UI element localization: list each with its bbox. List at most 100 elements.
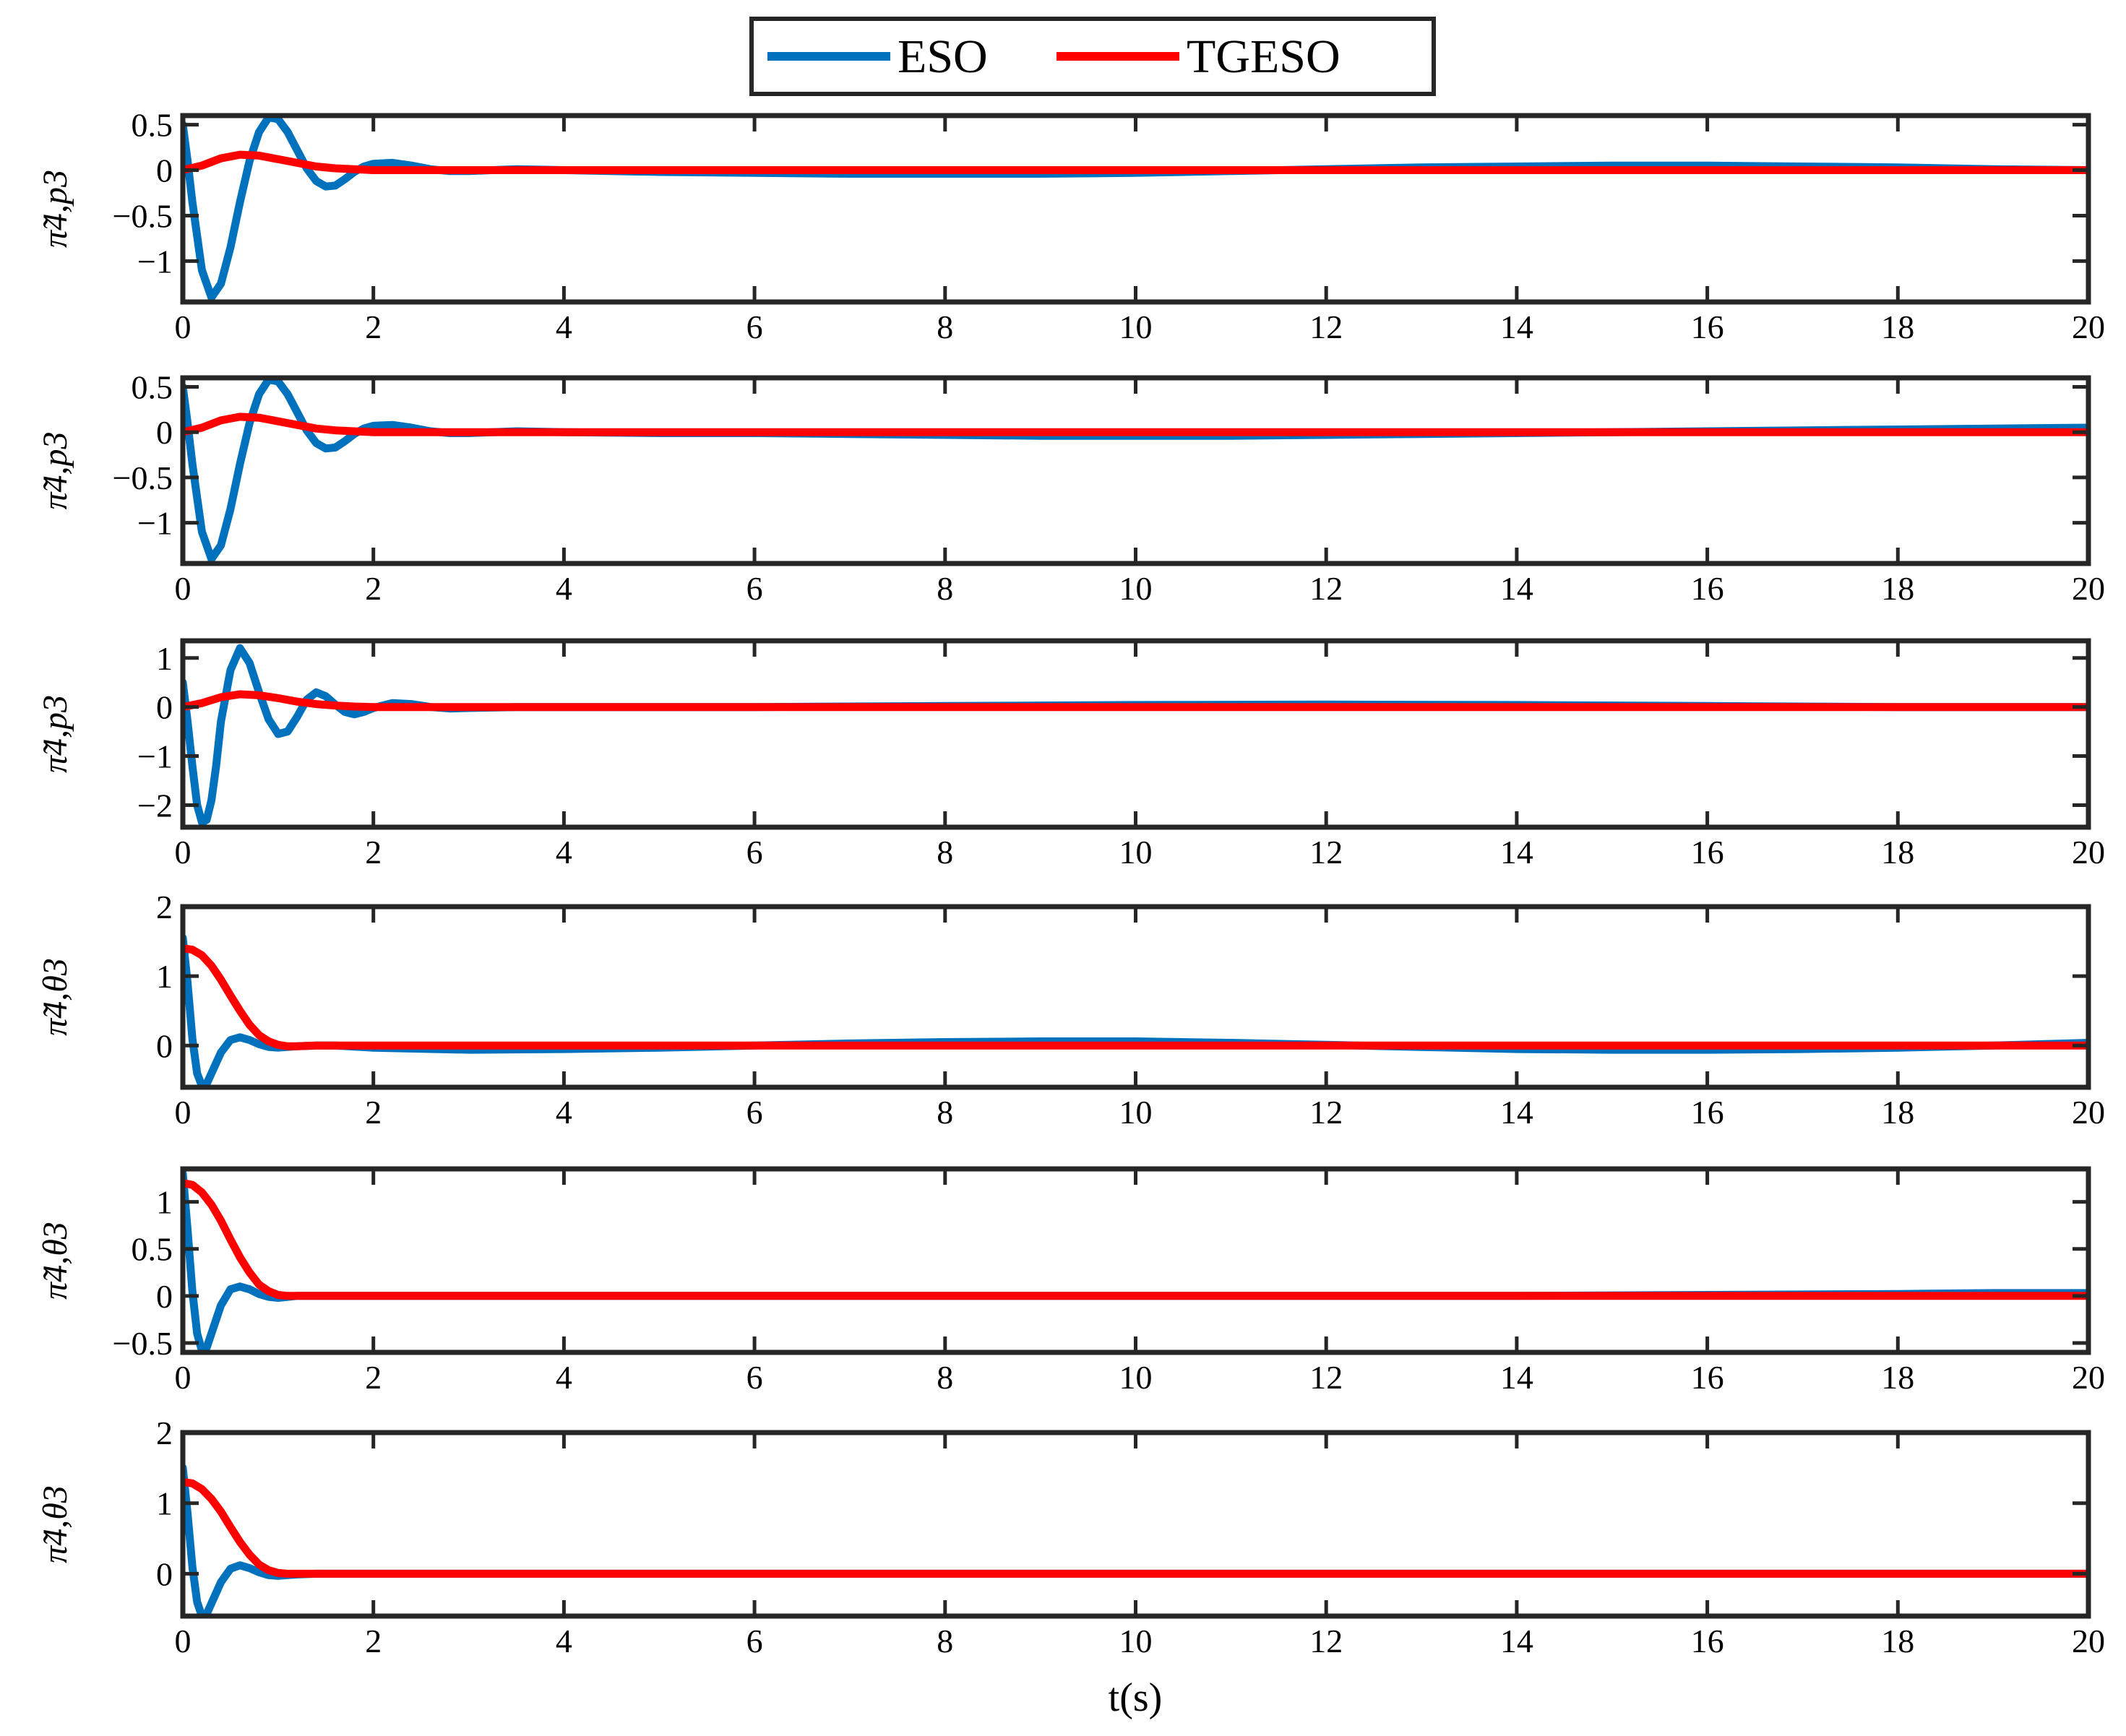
- y-tick-label: −1: [137, 505, 173, 542]
- subplot-2: 0 2 4 6 8 10 12 14 16 18 20 0.5 0 −0.5 −1 π̃4,p3: [36, 369, 2105, 607]
- series-line-tgeso: [183, 944, 2088, 1050]
- x-tick-label: 10: [1119, 308, 1153, 345]
- series-line-tgeso: [183, 150, 2088, 174]
- plot-area: [183, 116, 2088, 302]
- x-tick-label: 6: [746, 308, 763, 345]
- x-tick-label: 0: [175, 308, 191, 345]
- series-line-tgeso: [183, 413, 2088, 436]
- x-tick-label: 14: [1500, 308, 1533, 345]
- series-line-tgeso: [183, 1477, 2088, 1578]
- x-tick-label: 16: [1691, 570, 1724, 607]
- x-tick-label: 8: [937, 834, 953, 871]
- x-tick-label: 10: [1119, 1359, 1153, 1396]
- x-tick-label: 14: [1500, 834, 1533, 871]
- x-tick-label: 12: [1309, 1359, 1343, 1396]
- x-tick-label: 6: [746, 1623, 763, 1659]
- x-tick-label: 10: [1119, 1623, 1153, 1659]
- y-tick-label: 2: [156, 1415, 173, 1451]
- x-tick-label: 8: [937, 1359, 953, 1396]
- y-tick-label: 0: [156, 1027, 173, 1064]
- plot-area: [183, 1433, 2088, 1616]
- plot-area: [183, 641, 2088, 827]
- y-tick-label: 0: [156, 152, 173, 189]
- x-tick-label: 0: [175, 1094, 191, 1131]
- x-tick-label: 10: [1119, 570, 1153, 607]
- x-tick-label: 2: [365, 1094, 382, 1131]
- y-tick-label: 0: [156, 689, 173, 726]
- x-tick-label: 10: [1119, 834, 1153, 871]
- x-tick-label: 20: [2072, 308, 2105, 345]
- x-tick-label: 4: [556, 570, 572, 607]
- subplots: 0 2 4 6 8 10 12 14 16 18 200.50−0.5−1π̃4,p30 2 4 6 8 10…: [36, 107, 2105, 1659]
- x-tick-label: 16: [1691, 1359, 1724, 1396]
- y-tick-label: 0.5: [132, 107, 173, 144]
- x-tick-label: 14: [1500, 570, 1533, 607]
- x-tick-label: 4: [556, 1359, 572, 1396]
- x-tick-label: 18: [1881, 1623, 1914, 1659]
- x-tick-label: 2: [365, 570, 382, 607]
- x-tick-label: 6: [746, 834, 763, 871]
- x-tick-label: 12: [1309, 1094, 1343, 1131]
- x-axis-label: t(s): [1109, 1675, 1163, 1720]
- x-tick-label: 18: [1881, 834, 1914, 871]
- x-tick-label: 20: [2072, 1623, 2105, 1659]
- legend-tgeso-label: TGESO: [1187, 30, 1340, 83]
- y-tick-label: −0.5: [113, 1325, 173, 1362]
- x-tick-label: 16: [1691, 1623, 1724, 1659]
- x-tick-label: 8: [937, 1094, 953, 1131]
- y-tick-label: 0: [156, 414, 173, 451]
- x-tick-label: 16: [1691, 308, 1724, 345]
- y-tick-label: 1: [156, 958, 173, 995]
- y-axis-label: π̃4,θ3: [36, 1222, 74, 1300]
- y-axis-label: π̃4,p3: [36, 170, 74, 248]
- y-tick-label: 2: [156, 889, 173, 925]
- x-tick-label: 4: [556, 1623, 572, 1659]
- x-tick-label: 18: [1881, 1094, 1914, 1131]
- y-axis-label: π̃4,θ3: [36, 1485, 74, 1563]
- series-line-tgeso: [183, 1179, 2088, 1300]
- x-tick-label: 8: [937, 570, 953, 607]
- x-tick-label: 12: [1309, 834, 1343, 871]
- x-tick-label: 2: [365, 1623, 382, 1659]
- x-tick-label: 12: [1309, 570, 1343, 607]
- subplot-1: 0 2 4 6 8 10 12 14 16 18 20 0.5 0 −0.5 −1 π̃4,p3: [36, 107, 2105, 345]
- series-line-tgeso: [183, 690, 2088, 712]
- x-tick-label: 18: [1881, 308, 1914, 345]
- x-tick-label: 8: [937, 308, 953, 345]
- x-tick-label: 8: [937, 1623, 953, 1659]
- x-tick-label: 18: [1881, 570, 1914, 607]
- plot-area: [183, 907, 2088, 1087]
- y-tick-label: −1: [137, 243, 173, 280]
- x-tick-label: 6: [746, 1094, 763, 1131]
- y-axis-label: π̃4,p3: [36, 431, 74, 509]
- x-tick-label: 12: [1309, 308, 1343, 345]
- y-tick-label: 0: [156, 1555, 173, 1592]
- x-tick-label: 20: [2072, 834, 2105, 871]
- y-axis-label: π̃4,θ3: [36, 958, 74, 1036]
- x-tick-label: 14: [1500, 1094, 1533, 1131]
- y-tick-label: −2: [137, 787, 173, 824]
- x-tick-label: 6: [746, 570, 763, 607]
- x-tick-label: 0: [175, 834, 191, 871]
- x-tick-label: 0: [175, 1623, 191, 1659]
- x-tick-label: 18: [1881, 1359, 1914, 1396]
- y-tick-label: 1: [156, 1184, 173, 1221]
- x-tick-label: 14: [1500, 1623, 1533, 1659]
- legend-eso-label: ESO: [898, 30, 988, 83]
- x-tick-label: 2: [365, 834, 382, 871]
- y-tick-label: 0.5: [132, 369, 173, 406]
- y-axis-label: π̃4,p3: [36, 695, 74, 773]
- x-tick-label: 10: [1119, 1094, 1153, 1131]
- y-tick-label: 0: [156, 1278, 173, 1315]
- x-tick-label: 4: [556, 834, 572, 871]
- y-tick-label: −0.5: [113, 459, 173, 496]
- y-tick-label: −1: [137, 738, 173, 775]
- x-tick-label: 4: [556, 308, 572, 345]
- x-tick-label: 16: [1691, 834, 1724, 871]
- y-tick-label: 1: [156, 640, 173, 677]
- x-tick-label: 0: [175, 1359, 191, 1396]
